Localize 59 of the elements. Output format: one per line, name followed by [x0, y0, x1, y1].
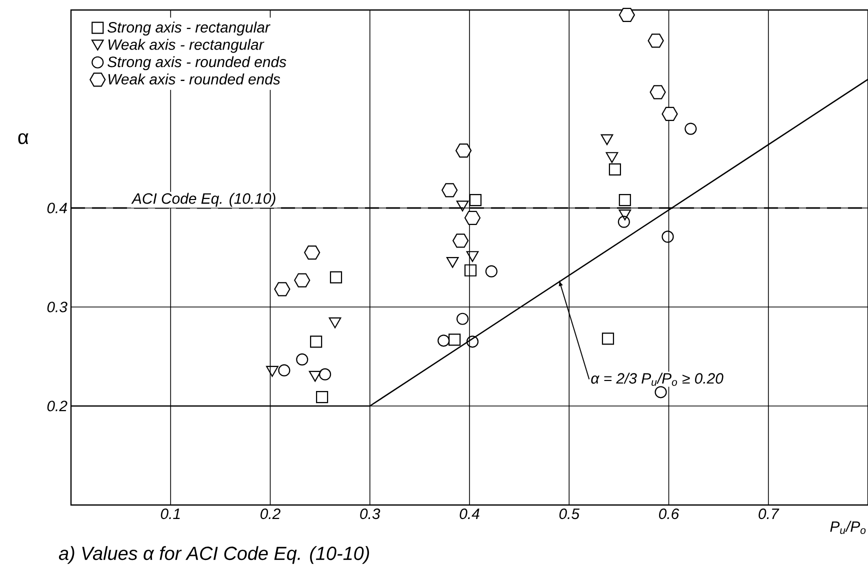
y-axis-title: α [18, 133, 28, 144]
point [608, 163, 622, 176]
point [456, 200, 469, 212]
point [466, 251, 479, 262]
y-tick-label: 0.3 [47, 302, 68, 312]
point [602, 332, 614, 345]
point [455, 144, 472, 158]
point [606, 152, 618, 163]
point [648, 34, 664, 48]
point [274, 282, 290, 296]
point [464, 264, 477, 276]
point [662, 106, 678, 121]
point [464, 210, 481, 225]
point [278, 364, 290, 376]
point [316, 391, 328, 404]
text: a) Values α for ACI Code Eq. (10-10) [58, 546, 370, 564]
x-tick-label: 0.2 [260, 508, 280, 520]
point [466, 336, 479, 348]
point [304, 246, 320, 260]
legend-label: Weak axis - rounded ends [108, 74, 280, 85]
y-tick-label: 0.2 [47, 400, 68, 412]
x-tick-label: 0.6 [659, 508, 680, 520]
point [654, 386, 667, 398]
x-tick-label: 0.1 [160, 508, 180, 520]
point [485, 265, 498, 278]
point [446, 257, 459, 268]
legend-label: Strong axis - rounded ends [108, 56, 286, 70]
point [452, 234, 469, 248]
point [684, 122, 697, 135]
point [296, 353, 308, 366]
point [456, 312, 469, 325]
point [618, 216, 630, 228]
point [469, 194, 482, 206]
ref-line-label: ACI Code Eq. (10.10) [131, 192, 276, 207]
point [618, 194, 631, 206]
point [318, 368, 332, 380]
point [266, 366, 278, 377]
point [310, 336, 322, 348]
x-tick-label: 0.4 [460, 508, 480, 520]
point [662, 230, 674, 243]
point [328, 317, 342, 328]
point [330, 271, 342, 284]
point [438, 334, 450, 347]
point [448, 334, 461, 346]
x-tick-label: 0.7 [758, 508, 780, 520]
point [600, 134, 614, 146]
point [294, 273, 310, 288]
point [650, 85, 666, 100]
y-tick-label: 0.4 [47, 202, 67, 214]
x-axis-title: P$_{u}$/P$_{o}$ [830, 520, 866, 534]
x-tick-label: 0.3 [360, 508, 380, 520]
legend-label: Strong axis - rectangular [108, 22, 270, 36]
annotation: α = 2/3 P$_{u}$/P$_{o}$ ≥ 0.20 [591, 372, 724, 386]
point [442, 183, 458, 198]
legend-label: Weak axis - rectangular [108, 38, 264, 53]
point [308, 370, 322, 382]
x-tick-label: 0.5 [559, 508, 580, 520]
point [618, 8, 635, 22]
point [618, 210, 632, 220]
